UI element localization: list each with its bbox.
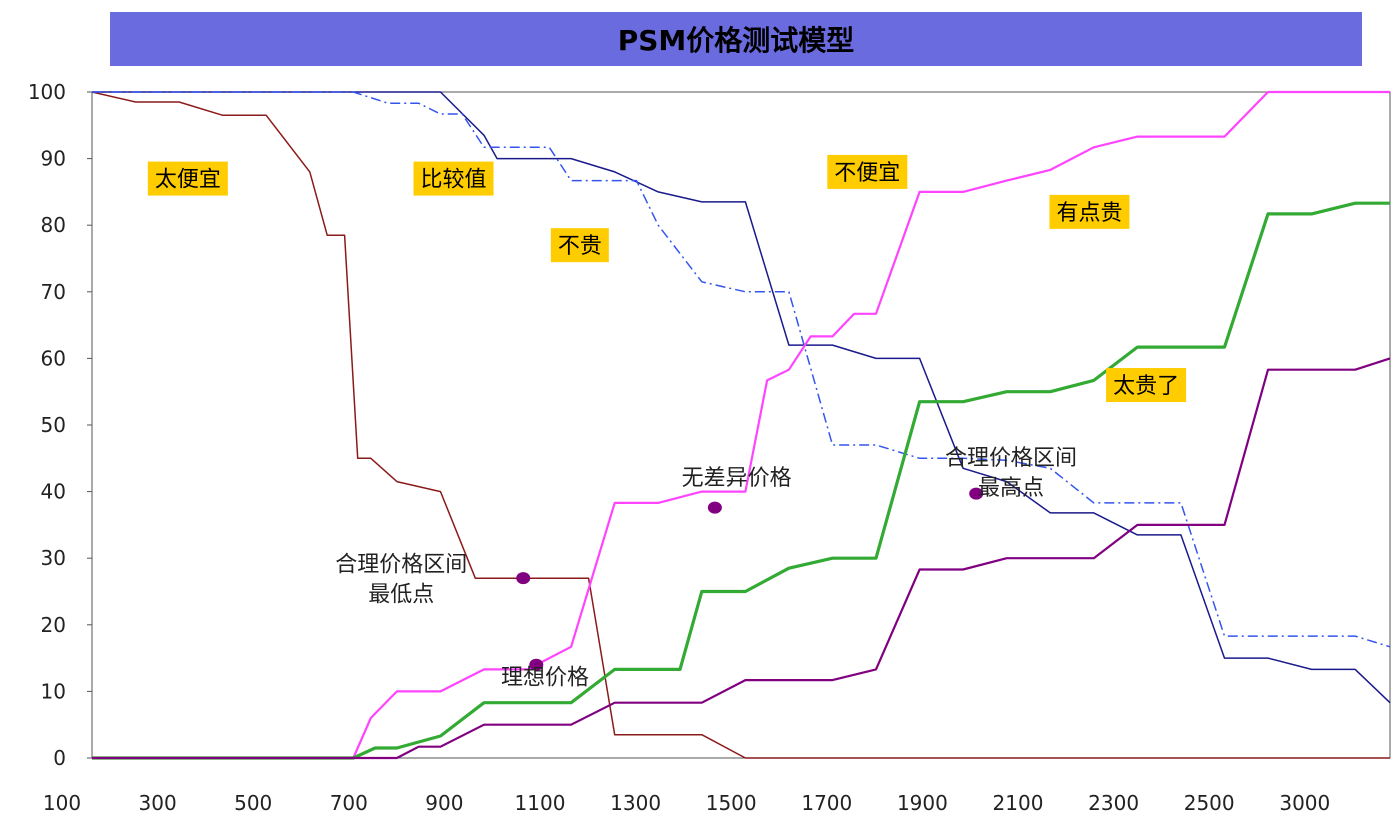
annotation-text: 理想价格: [501, 666, 589, 691]
annotation-text: 无差异价格: [682, 466, 792, 491]
x-tick-label: 900: [425, 791, 463, 815]
series-label-box: [147, 161, 228, 196]
intersection-marker: [516, 572, 531, 585]
y-tick-label: 90: [41, 147, 66, 171]
series-label: 太便宜: [155, 168, 221, 193]
intersection-marker: [707, 501, 722, 514]
y-tick-label: 100: [28, 80, 66, 104]
series-label: 不贵: [558, 234, 602, 259]
series-label: 比较值: [421, 168, 487, 193]
chart-title: PSM价格测试模型: [617, 24, 855, 57]
intersection-marker: [529, 658, 544, 671]
annotation-text: 合理价格区间: [335, 553, 467, 578]
point-markers: [516, 487, 984, 671]
intersection-marker: [969, 487, 984, 500]
y-tick-label: 40: [41, 480, 66, 504]
series-lines: [91, 90, 1391, 760]
x-tick-label: 2500: [1184, 791, 1235, 815]
y-tick-label: 50: [41, 413, 66, 437]
series-label: 有点贵: [1056, 201, 1122, 226]
x-tick-label: 1900: [897, 791, 948, 815]
x-tick-label: 2100: [993, 791, 1044, 815]
y-tick-label: 20: [41, 613, 66, 637]
series-label-box: [827, 154, 908, 189]
annotation-text: 最低点: [368, 583, 434, 608]
series-line-not_cheap: [92, 90, 1390, 760]
series-label: 不便宜: [834, 161, 900, 186]
series-label-box: [550, 228, 609, 263]
y-tick-label: 70: [41, 280, 66, 304]
series-line-too_expensive: [92, 357, 1391, 760]
x-tick-label: 2300: [1088, 791, 1139, 815]
series-line-too_cheap: [91, 91, 1390, 759]
x-tick-label: 700: [330, 791, 368, 815]
y-tick-label: 60: [41, 346, 66, 370]
annotation-text: 最高点: [978, 476, 1044, 501]
x-tick-label: 1100: [515, 791, 566, 815]
x-tick-label: 500: [234, 791, 272, 815]
x-tick-label: 1300: [610, 791, 661, 815]
annotation-text: 合理价格区间: [945, 446, 1077, 471]
x-tick-label: 1500: [706, 791, 757, 815]
series-label-box: [413, 161, 494, 196]
chart-title-bar: PSM价格测试模型: [110, 12, 1362, 66]
series-label-box: [1049, 194, 1130, 229]
y-tick-label: 0: [53, 746, 66, 770]
series-line-cheap: [92, 91, 1391, 704]
x-tick-label: 3000: [1279, 791, 1330, 815]
series-label: 太贵了: [1113, 374, 1179, 399]
series-label-box: [1106, 368, 1187, 403]
x-tick-label: 100: [43, 791, 81, 815]
x-tick-label: 300: [139, 791, 177, 815]
series-line-not_expensive: [92, 91, 1391, 648]
y-tick-label: 10: [41, 679, 66, 703]
y-tick-label: 80: [41, 213, 66, 237]
axes: 0 10 20 30 40 50 60 70 80 90 100 100 300 500 700 900 110…: [28, 80, 1330, 815]
x-tick-label: 1700: [801, 791, 852, 815]
plot-area: [91, 91, 1391, 759]
series-line-expensive: [92, 201, 1390, 760]
plot-frame: [91, 91, 1391, 759]
y-tick-label: 30: [41, 546, 66, 570]
